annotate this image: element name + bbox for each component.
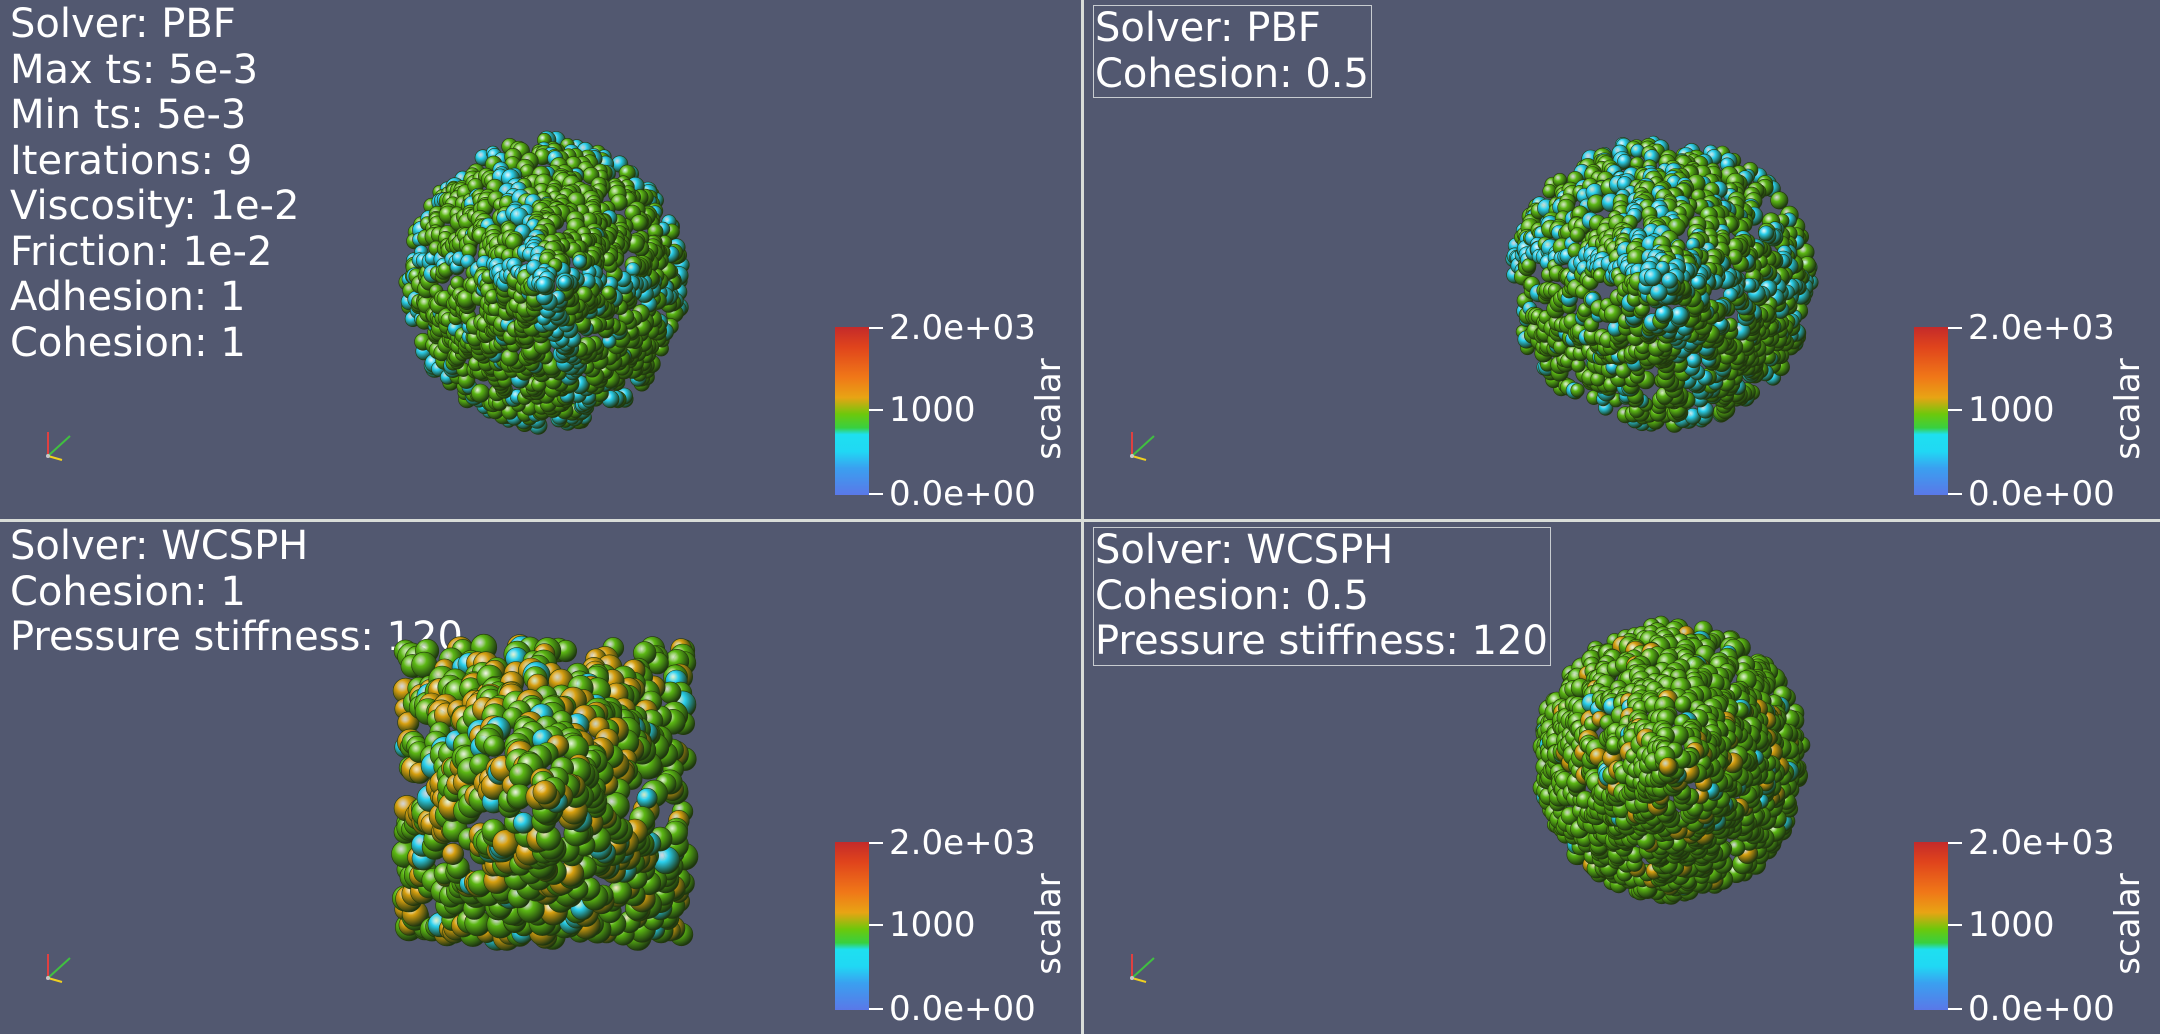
colorbar-gradient [835,327,869,495]
orientation-axes-icon [1130,954,1155,983]
colorbar-tick [869,327,883,329]
annotation-line: Adhesion: 1 [10,274,246,320]
annotation-line: Iterations: 9 [10,137,253,184]
annotation-line: Cohesion: 0.5 [1095,572,1369,619]
annotation-line: Cohesion: 0.5 [1095,50,1369,97]
colorbar-title: scalar [1029,873,1069,975]
colorbar-min-label: 0.0e+00 [889,989,1036,1029]
annotation-line: Solver: WCSPH [10,523,309,569]
annotation-text: Solver: PBF Cohesion: 0.5 [1093,5,1372,98]
colorbar-tick [869,842,883,844]
colorbar-min-label: 0.0e+00 [1968,474,2115,514]
colorbar-mid-label: 1000 [1968,390,2055,430]
colorbar-tick [869,924,883,926]
colorbar-tick [1948,409,1962,411]
colorbar-title: scalar [2108,873,2148,975]
colorbar-tick [869,1008,883,1010]
colorbar-tick [1948,924,1962,926]
annotation-line: Cohesion: 1 [10,319,246,366]
colorbar-mid-label: 1000 [889,905,976,945]
viewport-pbf-cohesion-1[interactable]: Solver: PBF Max ts: 5e-3 Min ts: 5e-3 It… [0,0,1081,520]
orientation-axes-icon [1130,432,1155,461]
colorbar-tick [1948,493,1962,495]
colorbar-max-label: 2.0e+03 [889,308,1036,348]
color-legend: 2.0e+03 1000 0.0e+00 scalar [821,305,1081,511]
viewport-pbf-cohesion-0.5[interactable]: Solver: PBF Cohesion: 0.5 2.0e+03 1000 0… [1084,0,2160,520]
colorbar-gradient [835,842,869,1010]
viewport-wcsph-cohesion-1[interactable]: Solver: WCSPH Cohesion: 1 Pressure stiff… [0,522,1081,1034]
particle-cluster [398,130,690,435]
particle-cluster [1505,135,1819,433]
colorbar-gradient [1914,327,1948,495]
annotation-line: Max ts: 5e-3 [10,46,259,93]
annotation-line: Friction: 1e-2 [10,228,273,275]
colorbar-tick [869,493,883,495]
colorbar-min-label: 0.0e+00 [1968,989,2115,1029]
annotation-line: Min ts: 5e-3 [10,92,247,138]
annotation-line: Pressure stiffness: 120 [10,614,463,660]
colorbar-mid-label: 1000 [889,390,976,430]
colorbar-max-label: 2.0e+03 [889,823,1036,863]
colorbar-title: scalar [1029,358,1069,460]
colorbar-min-label: 0.0e+00 [889,474,1036,514]
viewport-divider-vertical[interactable] [1081,0,1084,1034]
orientation-axes-icon [46,954,71,983]
annotation-line: Solver: PBF [10,1,236,47]
color-legend: 2.0e+03 1000 0.0e+00 scalar [1900,305,2160,511]
annotation-text: Solver: PBF Max ts: 5e-3 Min ts: 5e-3 It… [10,1,300,366]
annotation-line: Viscosity: 1e-2 [10,183,300,229]
colorbar-tick [869,409,883,411]
annotation-line: Solver: WCSPH [1095,527,1394,573]
colorbar-tick [1948,842,1962,844]
colorbar-tick [1948,1008,1962,1010]
colorbar-mid-label: 1000 [1968,905,2055,945]
annotation-text: Solver: WCSPH Cohesion: 0.5 Pressure sti… [1093,527,1551,666]
colorbar-gradient [1914,842,1948,1010]
colorbar-max-label: 2.0e+03 [1968,308,2115,348]
particle-cluster [1532,615,1811,905]
orientation-axes-icon [46,432,71,461]
colorbar-title: scalar [2108,358,2148,460]
particle-cluster [391,633,699,951]
viewport-wcsph-cohesion-0.5[interactable]: Solver: WCSPH Cohesion: 0.5 Pressure sti… [1084,522,2160,1034]
color-legend: 2.0e+03 1000 0.0e+00 scalar [821,820,1081,1026]
color-legend: 2.0e+03 1000 0.0e+00 scalar [1900,820,2160,1026]
annotation-line: Solver: PBF [1095,5,1321,51]
annotation-text: Solver: WCSPH Cohesion: 1 Pressure stiff… [10,523,463,661]
annotation-line: Cohesion: 1 [10,568,246,615]
colorbar-tick [1948,327,1962,329]
annotation-line: Pressure stiffness: 120 [1095,618,1548,664]
viewport-divider-horizontal[interactable] [0,519,2160,522]
colorbar-max-label: 2.0e+03 [1968,823,2115,863]
